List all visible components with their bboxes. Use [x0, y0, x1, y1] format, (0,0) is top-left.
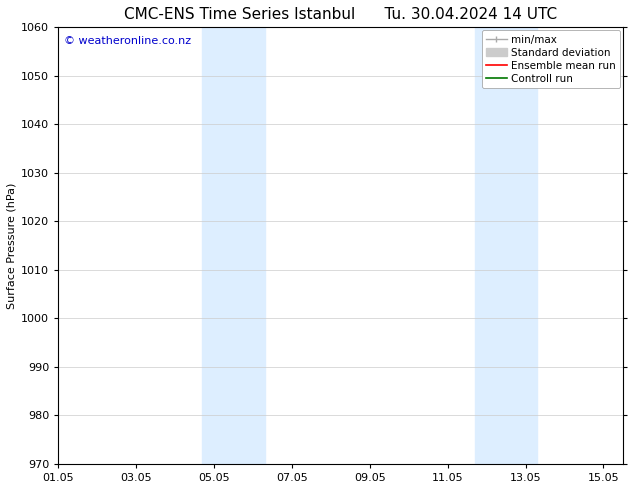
Text: © weatheronline.co.nz: © weatheronline.co.nz [64, 36, 191, 46]
Legend: min/max, Standard deviation, Ensemble mean run, Controll run: min/max, Standard deviation, Ensemble me… [482, 30, 620, 88]
Bar [202, 27, 264, 464]
Y-axis label: Surface Pressure (hPa): Surface Pressure (hPa) [7, 182, 17, 309]
Title: CMC-ENS Time Series Istanbul      Tu. 30.04.2024 14 UTC: CMC-ENS Time Series Istanbul Tu. 30.04.2… [124, 7, 557, 22]
Bar [475, 27, 537, 464]
